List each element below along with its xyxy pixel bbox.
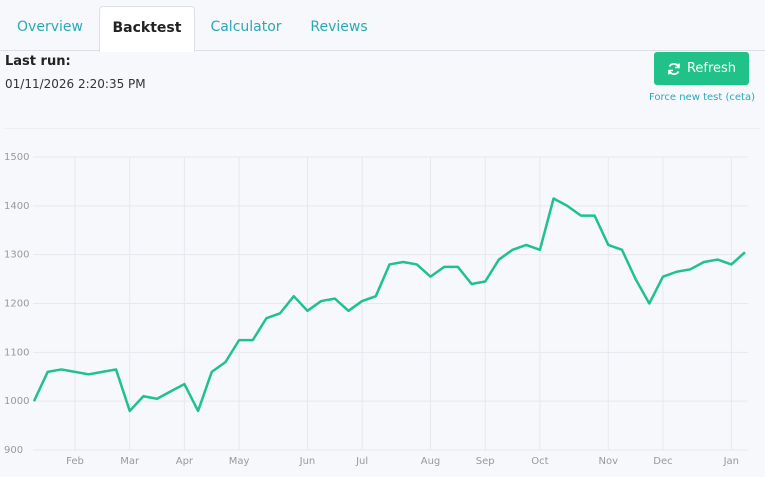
x-tick-label: Feb: [66, 456, 84, 467]
y-tick-label: 1500: [4, 152, 29, 163]
x-tick-label: Jan: [723, 456, 739, 467]
tab[interactable]: Calculator: [210, 19, 282, 35]
refresh-icon: [668, 62, 680, 75]
tab[interactable]: Overview: [17, 19, 83, 35]
chart: 900 1000 1100 1200 1300 1400 1500 Feb Mar Apr May J…: [4, 152, 748, 467]
x-tick-label: Jun: [299, 456, 316, 467]
x-tick-label: Nov: [599, 456, 619, 467]
tab[interactable]: Backtest: [99, 6, 195, 52]
tab[interactable]: Reviews: [310, 19, 368, 35]
x-tick-label: May: [229, 456, 250, 467]
refresh-label: Refresh: [686, 61, 737, 76]
x-tick-label: Oct: [531, 456, 548, 467]
refresh-button[interactable]: Refresh: [654, 52, 749, 85]
x-tick-label: Dec: [653, 456, 672, 467]
divider: [5, 128, 760, 129]
tab-bar: Overview Backtest Calculator Reviews: [0, 0, 765, 52]
y-tick-label: 1400: [4, 201, 29, 212]
last-run-label: Last run:: [5, 54, 71, 69]
x-tick-label: Apr: [176, 456, 194, 467]
y-tick-label: 1300: [4, 250, 29, 261]
last-run-timestamp: 01/11/2026 2:20:35 PM: [5, 77, 146, 91]
force-link[interactable]: Force new test (ceta): [649, 92, 755, 103]
y-tick-label: 1100: [4, 347, 29, 358]
series-line: [32, 197, 746, 413]
x-tick-label: Mar: [120, 456, 140, 467]
y-tick-label: 900: [4, 445, 23, 456]
x-tick-label: Jul: [355, 456, 368, 467]
y-tick-label: 1000: [4, 396, 29, 407]
x-tick-label: Sep: [476, 456, 495, 467]
x-tick-label: Aug: [421, 456, 441, 467]
y-tick-label: 1200: [4, 299, 29, 310]
